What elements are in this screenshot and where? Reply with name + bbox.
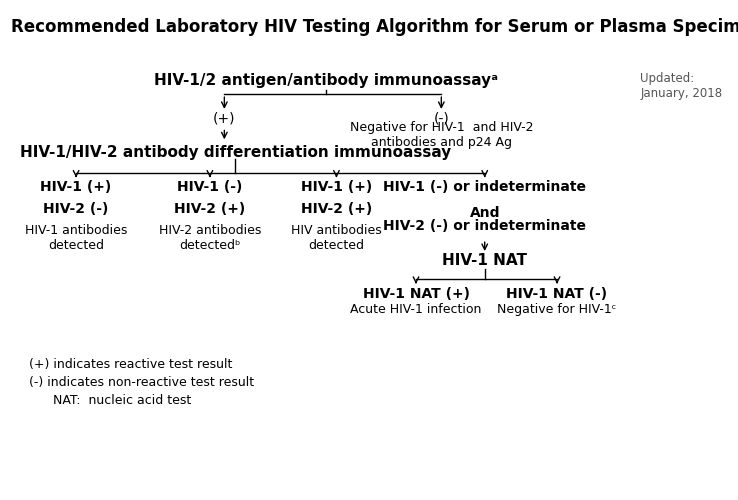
Text: Negative for HIV-1  and HIV-2
antibodies and p24 Ag: Negative for HIV-1 and HIV-2 antibodies … bbox=[350, 121, 533, 149]
Text: HIV-1 (-) or indeterminate: HIV-1 (-) or indeterminate bbox=[383, 180, 586, 194]
Text: HIV-2 (-): HIV-2 (-) bbox=[44, 202, 108, 216]
Text: detected: detected bbox=[48, 238, 104, 252]
Text: Updated:
January, 2018: Updated: January, 2018 bbox=[641, 72, 723, 100]
Text: HIV-1 NAT (+): HIV-1 NAT (+) bbox=[362, 287, 469, 301]
Text: HIV-1/2 antigen/antibody immunoassayᵃ: HIV-1/2 antigen/antibody immunoassayᵃ bbox=[154, 74, 497, 88]
Text: HIV-1 antibodies: HIV-1 antibodies bbox=[25, 224, 127, 237]
Text: HIV-2 (+): HIV-2 (+) bbox=[174, 202, 246, 216]
Text: HIV-2 (-) or indeterminate: HIV-2 (-) or indeterminate bbox=[383, 220, 586, 234]
Text: Acute HIV-1 infection: Acute HIV-1 infection bbox=[351, 304, 482, 316]
Text: (+): (+) bbox=[213, 112, 235, 126]
Text: HIV-1 (+): HIV-1 (+) bbox=[301, 180, 372, 194]
Text: Recommended Laboratory HIV Testing Algorithm for Serum or Plasma Specimens: Recommended Laboratory HIV Testing Algor… bbox=[11, 18, 738, 36]
Text: detectedᵇ: detectedᵇ bbox=[179, 238, 241, 252]
Text: HIV-1 NAT (-): HIV-1 NAT (-) bbox=[506, 287, 607, 301]
Text: Negative for HIV-1ᶜ: Negative for HIV-1ᶜ bbox=[497, 304, 617, 316]
Text: And: And bbox=[469, 206, 500, 220]
Text: HIV-1 (-): HIV-1 (-) bbox=[177, 180, 243, 194]
Text: HIV-1 NAT: HIV-1 NAT bbox=[442, 254, 527, 268]
Text: HIV-2 antibodies: HIV-2 antibodies bbox=[159, 224, 261, 237]
Text: (-): (-) bbox=[433, 112, 449, 126]
Text: HIV antibodies: HIV antibodies bbox=[291, 224, 382, 237]
Text: (+) indicates reactive test result
(-) indicates non-reactive test result
      : (+) indicates reactive test result (-) i… bbox=[29, 358, 254, 407]
Text: HIV-2 (+): HIV-2 (+) bbox=[301, 202, 372, 216]
Text: HIV-1 (+): HIV-1 (+) bbox=[41, 180, 111, 194]
Text: HIV-1/HIV-2 antibody differentiation immunoassay: HIV-1/HIV-2 antibody differentiation imm… bbox=[20, 144, 451, 160]
Text: detected: detected bbox=[308, 238, 365, 252]
